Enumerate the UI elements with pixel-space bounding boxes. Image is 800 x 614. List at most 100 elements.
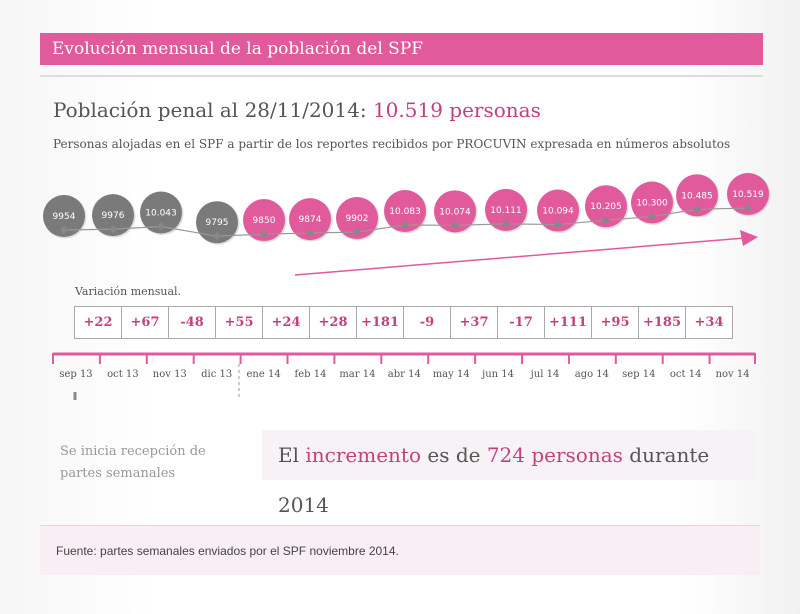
month-label: abr 14 xyxy=(387,369,421,380)
headline-prefix: Población penal al 28/11/2014: xyxy=(53,98,373,122)
data-bubble: 10.519 xyxy=(727,172,771,217)
data-point xyxy=(353,228,361,237)
month-label: jul 14 xyxy=(530,369,560,380)
month-label: oct 13 xyxy=(107,369,139,380)
data-bubble: 10.094 xyxy=(537,189,581,234)
data-label: 10.485 xyxy=(681,191,713,201)
variation-cell: +181 xyxy=(356,306,404,339)
variation-cell: +55 xyxy=(215,306,263,339)
data-label: 9976 xyxy=(102,211,125,221)
population-chart: 9954 9976 10.043 9795 9850 9874 9902 10.083 10.0… xyxy=(43,172,771,400)
month-label: nov 13 xyxy=(152,369,187,380)
bubble-circle xyxy=(434,190,476,233)
bubble-circle xyxy=(537,189,579,232)
data-bubble: 10.111 xyxy=(485,188,529,233)
bubble-circle xyxy=(384,189,426,232)
bubble-circle xyxy=(196,201,238,244)
bubble-circle xyxy=(631,181,673,224)
data-label: 9902 xyxy=(346,214,369,224)
month-label: sep 13 xyxy=(59,369,93,380)
bubble-circle xyxy=(92,194,134,237)
bubble-circle xyxy=(727,172,769,215)
data-bubble: 9874 xyxy=(289,198,333,242)
bubble-circle xyxy=(289,198,331,241)
summary-box: El incremento es de 724 personas durante… xyxy=(262,430,755,517)
data-point xyxy=(744,203,752,212)
data-point xyxy=(502,219,510,228)
month-label: oct 14 xyxy=(669,369,702,380)
data-point xyxy=(260,230,268,239)
data-label: 10.074 xyxy=(439,207,471,217)
trend-arrow-line xyxy=(294,237,746,276)
variation-cell: +24 xyxy=(262,306,310,339)
data-bubble: 9954 xyxy=(43,195,87,239)
variation-cell: +37 xyxy=(450,306,498,339)
data-label: 9850 xyxy=(253,216,276,226)
bubble-circle xyxy=(43,195,85,237)
month-label: feb 14 xyxy=(294,369,327,380)
variation-cell: +185 xyxy=(638,306,686,339)
month-label: jun 14 xyxy=(482,369,515,380)
data-label: 9954 xyxy=(53,212,76,222)
trend-arrow-head xyxy=(740,230,758,246)
summary-highlight: incremento xyxy=(305,443,421,467)
bubble-circle xyxy=(336,197,378,240)
data-label: 10.111 xyxy=(490,206,522,216)
variation-cell: -48 xyxy=(168,306,216,339)
month-label: nov 14 xyxy=(715,369,750,380)
data-bubble: 10.205 xyxy=(585,185,629,229)
divider xyxy=(40,75,763,77)
bubble-circle xyxy=(676,174,718,217)
data-point xyxy=(554,220,562,229)
data-point xyxy=(213,232,221,241)
data-label: 10.300 xyxy=(636,199,668,209)
data-label: 10.519 xyxy=(732,190,764,200)
data-bubble: 9850 xyxy=(243,199,287,243)
headline-value: 10.519 personas xyxy=(372,98,541,122)
headline: Población penal al 28/11/2014: 10.519 pe… xyxy=(53,98,541,122)
data-label: 10.043 xyxy=(145,209,177,219)
variation-cell: +28 xyxy=(309,306,357,339)
month-label: may 14 xyxy=(432,369,470,380)
summary-text: durante 2014 xyxy=(278,443,710,517)
bubble-circle xyxy=(243,199,285,242)
source-footer: Fuente: partes semanales enviados por el… xyxy=(40,525,760,575)
data-label: 10.205 xyxy=(590,202,622,212)
month-label: dic 13 xyxy=(201,369,233,380)
bubble-circle xyxy=(140,191,182,234)
data-label: 9795 xyxy=(206,218,229,228)
data-bubble: 10.083 xyxy=(384,189,428,234)
data-point xyxy=(451,221,459,230)
variation-label: Variación mensual. xyxy=(75,285,182,298)
variation-cell: +95 xyxy=(591,306,639,339)
bubble-circle xyxy=(485,188,527,231)
data-point xyxy=(109,225,117,234)
variation-cell: +111 xyxy=(544,306,592,339)
summary-text: El xyxy=(278,443,306,467)
data-point xyxy=(648,212,656,221)
variation-row: +22 +67 -48 +55 +24 +28 +181 -9 +37 -17 +111 +95 +18… xyxy=(74,306,733,339)
variation-cell: +34 xyxy=(685,306,733,339)
month-label: sep 14 xyxy=(622,369,656,380)
data-label: 9874 xyxy=(299,215,322,225)
month-label: ene 14 xyxy=(246,369,281,380)
data-point xyxy=(306,229,314,238)
variation-cell: +22 xyxy=(74,306,122,339)
data-label: 10.094 xyxy=(542,207,574,217)
month-label: ago 14 xyxy=(574,369,610,380)
data-label: 10.083 xyxy=(389,207,421,217)
title-bar: Evolución mensual de la población del SP… xyxy=(40,33,763,65)
summary-text: es de xyxy=(421,443,487,467)
summary-highlight: 724 personas xyxy=(486,443,623,467)
variation-cell: -17 xyxy=(497,306,545,339)
bubble-circle xyxy=(585,185,627,228)
data-point xyxy=(693,205,701,214)
data-bubble: 10.074 xyxy=(434,190,478,234)
weekly-reports-note: Se inicia recepción de partes semanales xyxy=(60,444,206,481)
variation-cell: -9 xyxy=(403,306,451,339)
month-label: mar 14 xyxy=(339,369,376,380)
data-point xyxy=(60,226,68,234)
data-point xyxy=(602,216,610,225)
data-bubble: 10.043 xyxy=(140,191,184,236)
data-point xyxy=(157,222,165,231)
